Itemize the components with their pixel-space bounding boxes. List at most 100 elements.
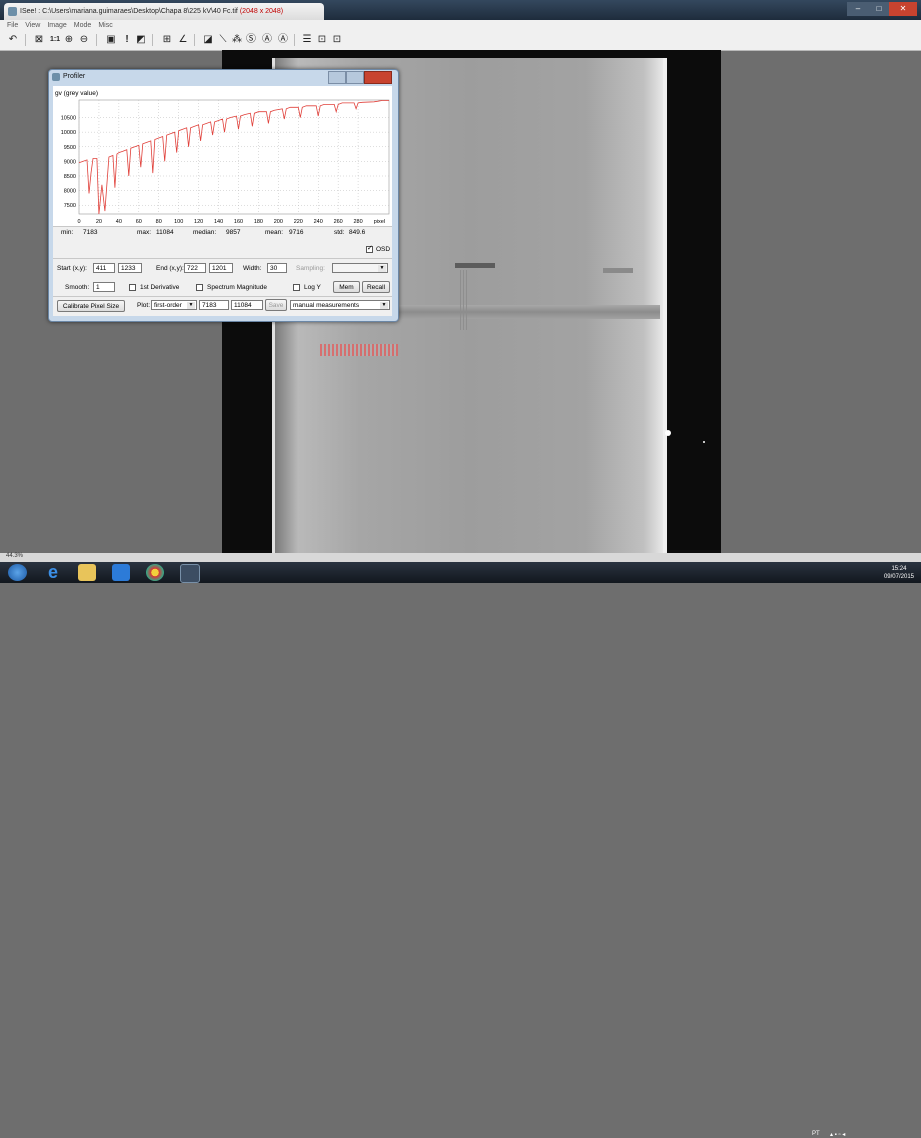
- annotate-a-icon[interactable]: Ⓐ: [262, 34, 272, 45]
- grid-icon[interactable]: ⊞: [162, 34, 172, 45]
- list-icon[interactable]: ☰: [302, 34, 312, 45]
- sampling-select[interactable]: ▼: [332, 263, 388, 273]
- y-tick-label: 8000: [64, 189, 76, 195]
- zoom-1to1-button[interactable]: 1:1: [49, 36, 61, 43]
- calibrate-pixel-size-button[interactable]: Calibrate Pixel Size: [57, 300, 125, 312]
- start-x-input[interactable]: 411: [93, 263, 115, 273]
- menu-mode[interactable]: Mode: [73, 21, 92, 29]
- profile-line-overlay[interactable]: [320, 344, 398, 356]
- profile-chart: 0 20 40 60 80 100 120 140 160 180 200 220 240 260 280 p…: [61, 99, 390, 225]
- tray-icons[interactable]: ▴ ▪ ▫ ◂: [830, 1132, 846, 1138]
- y-tick-label: 9500: [64, 145, 76, 151]
- annotate-a2-icon[interactable]: Ⓐ: [278, 34, 288, 45]
- maximize-icon[interactable]: □: [869, 2, 889, 16]
- taskbar: PT ▴ ▪ ▫ ◂: [0, 562, 921, 1138]
- start-y-input[interactable]: 1233: [118, 263, 142, 273]
- profiler-close-icon[interactable]: [364, 71, 392, 84]
- iqi-r-icon[interactable]: ⊡: [317, 34, 327, 45]
- sampling-label: Sampling:: [296, 265, 325, 272]
- image-icon[interactable]: ◩: [136, 34, 146, 45]
- invert-icon[interactable]: ▣: [106, 34, 116, 45]
- profile-plot: gv (grey value) 0 20 40 60 80 100 120 140 160 180…: [53, 86, 392, 226]
- internet-explorer-icon[interactable]: e: [47, 562, 58, 582]
- zoom-out-icon[interactable]: ⊖: [79, 34, 89, 45]
- start-label: Start (x,y):: [57, 265, 87, 272]
- smooth-label: Smooth:: [65, 284, 90, 291]
- isee-taskbar-icon[interactable]: [180, 564, 200, 583]
- x-axis-label: pixel: [374, 219, 385, 225]
- x-tick-label: 80: [156, 219, 162, 225]
- toolbar-separator: [194, 34, 195, 46]
- end-y-input[interactable]: 1201: [209, 263, 233, 273]
- explorer-folder-icon[interactable]: [78, 564, 96, 581]
- recall-button[interactable]: Recall: [362, 281, 390, 293]
- iqi-r2-icon[interactable]: ⊡: [332, 34, 342, 45]
- plot-max-input[interactable]: 11084: [231, 300, 263, 310]
- profile-series-line: [78, 100, 389, 215]
- mem-button[interactable]: Mem: [333, 281, 360, 293]
- plot-min-input[interactable]: 7183: [199, 300, 229, 310]
- profiler-window[interactable]: Profiler gv (grey value) 0 20 40 60 80 100 120…: [48, 69, 399, 322]
- x-tick-label: 240: [314, 219, 323, 225]
- menu-file[interactable]: File: [7, 21, 19, 29]
- x-tick-label: 140: [214, 219, 223, 225]
- exclamation-icon[interactable]: !: [125, 34, 129, 45]
- undo-icon[interactable]: ↶: [8, 34, 18, 45]
- close-icon[interactable]: ✕: [889, 2, 917, 16]
- x-tick-label: 100: [174, 219, 183, 225]
- minimize-icon[interactable]: –: [847, 2, 869, 16]
- plot-mode-select[interactable]: first-order ▼: [151, 300, 197, 310]
- toolbar: ↶ ⊠ 1:1 ⊕ ⊖ ▣ ! ◩ ⊞ ∠ ◪ ⟍ ⁂ Ⓢ Ⓐ Ⓐ ☰ ⊡ ⊡: [0, 30, 921, 51]
- first-derivative-label: 1st Derivative: [140, 284, 180, 291]
- osd-checkbox[interactable]: ✓: [366, 245, 373, 253]
- profile-icon[interactable]: ◪: [203, 34, 213, 45]
- zoom-in-icon[interactable]: ⊕: [64, 34, 74, 45]
- window-title: ISee! : C:\Users\mariana.guimaraes\Deskt…: [20, 8, 284, 15]
- spectrum-checkbox[interactable]: [196, 284, 203, 291]
- menu-view[interactable]: View: [25, 21, 41, 29]
- mean-value: 9716: [289, 229, 304, 236]
- median-label: median:: [193, 229, 217, 236]
- menu-image[interactable]: Image: [47, 21, 67, 29]
- width-input[interactable]: 30: [267, 263, 287, 273]
- plot-mode-value: first-order: [154, 302, 182, 309]
- clock[interactable]: 15:24 09/07/2015: [884, 565, 914, 581]
- window-title-tab[interactable]: ISee! : C:\Users\mariana.guimaraes\Deskt…: [4, 3, 324, 20]
- y-tick-label: 10000: [61, 130, 76, 136]
- snr-icon[interactable]: ⁂: [232, 34, 242, 45]
- toolbar-separator: [294, 34, 295, 46]
- log-y-checkbox[interactable]: [293, 284, 300, 291]
- clock-time: 15:24: [891, 566, 907, 572]
- x-tick-label: 260: [334, 219, 343, 225]
- chevron-down-icon: ▼: [187, 302, 195, 309]
- chrome-icon[interactable]: [146, 564, 164, 581]
- width-label: Width:: [243, 265, 262, 272]
- x-tick-label: 0: [77, 219, 80, 225]
- iqi-marker: [603, 268, 633, 273]
- menu-misc[interactable]: Misc: [98, 21, 113, 29]
- y-axis-label: gv (grey value): [55, 90, 98, 97]
- toolbar-separator: [25, 34, 26, 46]
- profiler-maximize-icon[interactable]: [346, 71, 364, 84]
- measure-icon[interactable]: ⟍: [219, 34, 227, 45]
- fit-window-icon[interactable]: ⊠: [34, 34, 44, 45]
- snr-box-icon[interactable]: Ⓢ: [246, 34, 256, 45]
- media-player-icon[interactable]: [112, 564, 130, 581]
- end-x-input[interactable]: 722: [184, 263, 206, 273]
- bright-spot: [665, 430, 671, 436]
- smooth-input[interactable]: 1: [93, 282, 115, 292]
- chevron-down-icon: ▼: [380, 302, 388, 309]
- min-value: 7183: [83, 229, 98, 236]
- profiler-client: gv (grey value) 0 20 40 60 80 100 120 140 160 180…: [53, 86, 392, 316]
- y-tick-label: 10500: [61, 116, 76, 122]
- language-indicator[interactable]: PT: [812, 1131, 820, 1137]
- x-tick-label: 200: [274, 219, 283, 225]
- start-button-icon[interactable]: [8, 564, 27, 581]
- profiler-minimize-icon[interactable]: [328, 71, 346, 84]
- plot-label: Plot:: [137, 302, 151, 309]
- max-label: max:: [137, 229, 152, 236]
- save-button[interactable]: Save: [265, 299, 287, 311]
- first-derivative-checkbox[interactable]: [129, 284, 136, 291]
- line-tool-icon[interactable]: ∠: [178, 34, 188, 45]
- measurements-select[interactable]: manual measurements ▼: [290, 300, 390, 310]
